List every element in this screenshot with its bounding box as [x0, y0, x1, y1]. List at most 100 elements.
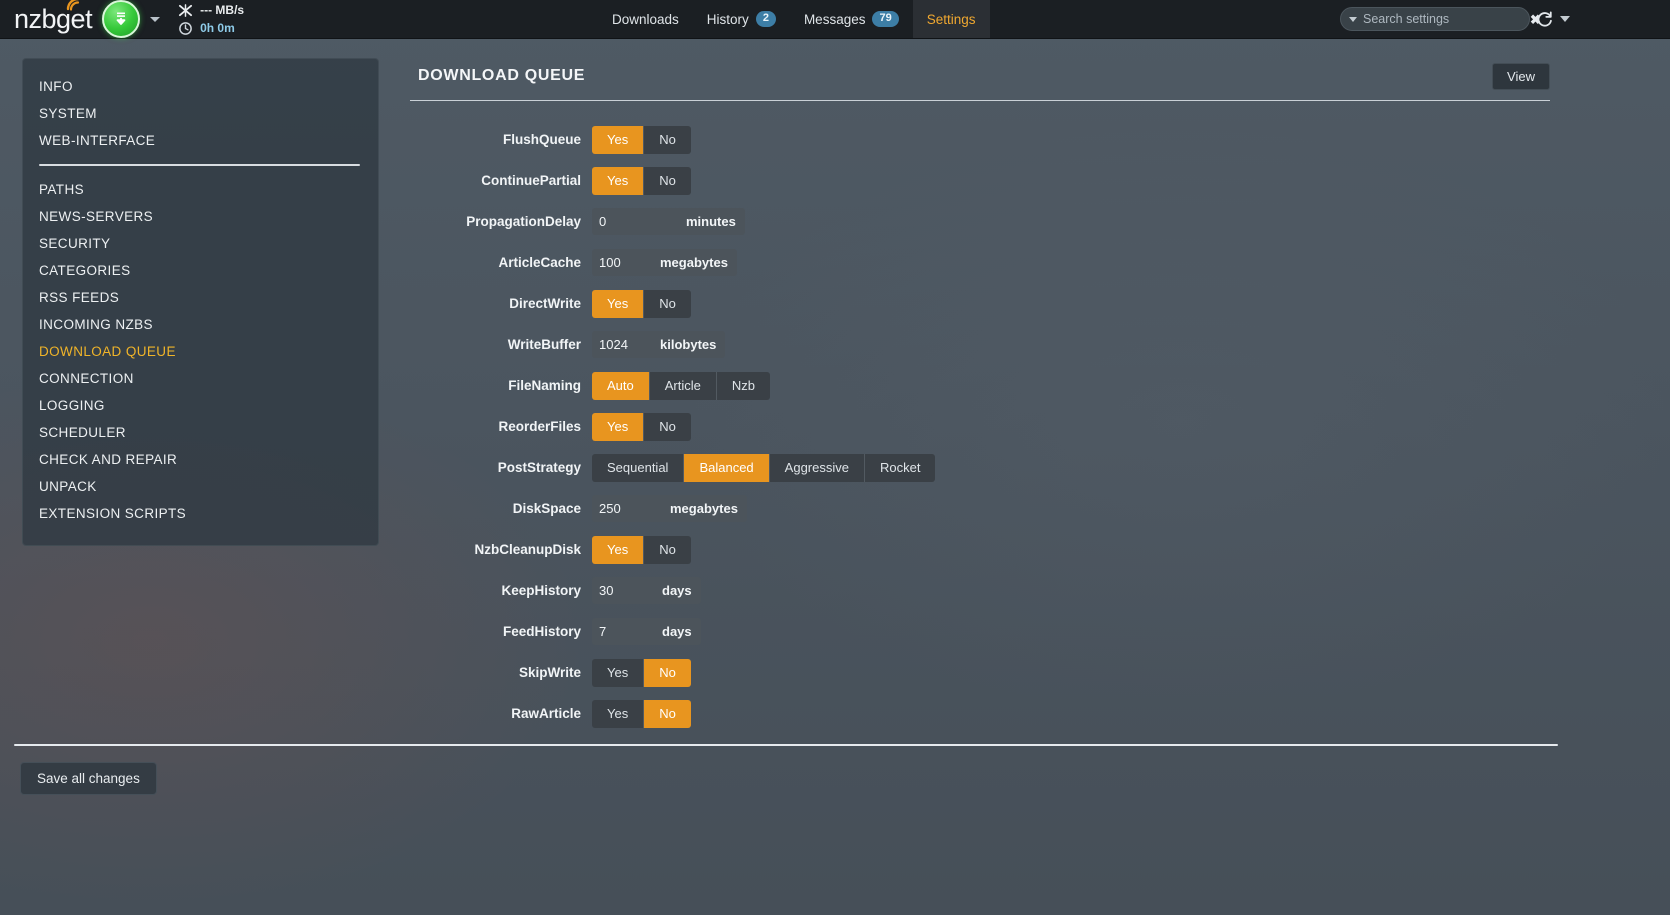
- skipwrite-option-yes[interactable]: Yes: [592, 658, 645, 687]
- search-input[interactable]: [1363, 12, 1524, 26]
- buttongroup-reorderfiles: Yes No: [592, 412, 691, 441]
- label-skipwrite: SkipWrite: [518, 665, 581, 680]
- brand-caret-down-icon[interactable]: [150, 16, 161, 22]
- flushqueue-option-yes[interactable]: Yes: [592, 125, 645, 154]
- poststrategy-option-rocket[interactable]: Rocket: [864, 453, 936, 482]
- label-continuepartial: ContinuePartial: [481, 173, 581, 188]
- filenaming-option-article[interactable]: Article: [649, 371, 717, 400]
- writebuffer-input[interactable]: [592, 337, 658, 352]
- label-directwrite: DirectWrite: [509, 296, 581, 311]
- plane-icon: [179, 3, 193, 17]
- field-propagationdelay[interactable]: minutes: [592, 208, 745, 235]
- sidebar-item-rss-feeds[interactable]: RSS FEEDS: [39, 290, 120, 305]
- setting-row-feedhistory: FeedHistory days: [410, 611, 1550, 652]
- label-filenaming: FileNaming: [508, 378, 581, 393]
- reorderfiles-option-no[interactable]: No: [644, 412, 691, 441]
- history-count-badge: 2: [755, 11, 776, 27]
- reorderfiles-option-yes[interactable]: Yes: [592, 412, 645, 441]
- setting-row-skipwrite: SkipWrite Yes No: [410, 652, 1550, 693]
- poststrategy-option-balanced[interactable]: Balanced: [684, 453, 770, 482]
- sidebar-item-extension-scripts[interactable]: EXTENSION SCRIPTS: [39, 506, 187, 521]
- diskspace-input[interactable]: [592, 501, 668, 516]
- label-propagationdelay: PropagationDelay: [466, 214, 581, 229]
- nav-item-history[interactable]: History 2: [693, 0, 790, 38]
- buttongroup-nzbcleanupdisk: Yes No: [592, 535, 691, 564]
- sidebar-item-web-interface[interactable]: WEB-INTERFACE: [39, 133, 156, 148]
- nav-item-settings[interactable]: Settings: [912, 0, 990, 38]
- buttongroup-poststrategy: Sequential Balanced Aggressive Rocket: [592, 453, 936, 482]
- sidebar-item-connection[interactable]: CONNECTION: [39, 371, 134, 386]
- sidebar-item-incoming-nzbs[interactable]: INCOMING NZBS: [39, 317, 153, 332]
- filenaming-option-nzb[interactable]: Nzb: [716, 371, 770, 400]
- feedhistory-input[interactable]: [592, 624, 660, 639]
- sidebar-item-logging[interactable]: LOGGING: [39, 398, 105, 413]
- field-feedhistory[interactable]: days: [592, 618, 701, 645]
- buttongroup-directwrite: Yes No: [592, 289, 691, 318]
- continuepartial-option-no[interactable]: No: [644, 166, 691, 195]
- label-poststrategy: PostStrategy: [497, 460, 581, 475]
- sidebar-item-categories[interactable]: CATEGORIES: [39, 263, 131, 278]
- skipwrite-option-no[interactable]: No: [644, 658, 691, 687]
- writebuffer-unit: kilobytes: [660, 337, 717, 352]
- setting-row-poststrategy: PostStrategy Sequential Balanced Aggress…: [410, 447, 1550, 488]
- poststrategy-option-aggressive[interactable]: Aggressive: [769, 453, 865, 482]
- propagationdelay-input[interactable]: [592, 214, 684, 229]
- clock-icon: [179, 21, 192, 35]
- brand-logo[interactable]: nzbget: [0, 0, 244, 38]
- sidebar-item-download-queue[interactable]: DOWNLOAD QUEUE: [39, 344, 176, 359]
- articlecache-input[interactable]: [592, 255, 658, 270]
- navbar-right-tools: ✖: [1340, 0, 1570, 38]
- speed-value: --- MB/s: [200, 3, 245, 17]
- search-caret-down-icon[interactable]: [1349, 16, 1357, 22]
- buttongroup-rawarticle: Yes No: [592, 699, 691, 728]
- field-writebuffer[interactable]: kilobytes: [592, 331, 726, 358]
- sidebar-item-check-and-repair[interactable]: CHECK AND REPAIR: [39, 452, 178, 467]
- directwrite-option-no[interactable]: No: [644, 289, 691, 318]
- sidebar-item-security[interactable]: SECURITY: [39, 236, 111, 251]
- sidebar-item-news-servers[interactable]: NEWS-SERVERS: [39, 209, 154, 224]
- sidebar-item-unpack[interactable]: UNPACK: [39, 479, 97, 494]
- label-nzbcleanupdisk: NzbCleanupDisk: [474, 542, 581, 557]
- page-title: DOWNLOAD QUEUE: [418, 67, 586, 84]
- setting-row-diskspace: DiskSpace megabytes: [410, 488, 1550, 529]
- view-button[interactable]: View: [1492, 63, 1550, 90]
- download-arrow-icon[interactable]: [102, 0, 141, 38]
- poststrategy-option-sequential[interactable]: Sequential: [592, 453, 685, 482]
- nav-item-downloads[interactable]: Downloads: [598, 0, 693, 38]
- rawarticle-option-yes[interactable]: Yes: [592, 699, 645, 728]
- brand-label: nzbget: [14, 3, 93, 34]
- rawarticle-option-no[interactable]: No: [644, 699, 691, 728]
- nzbcleanupdisk-option-yes[interactable]: Yes: [592, 535, 645, 564]
- field-diskspace[interactable]: megabytes: [592, 495, 747, 522]
- setting-row-continuepartial: ContinuePartial Yes No: [410, 160, 1550, 201]
- setting-row-keephistory: KeepHistory days: [410, 570, 1550, 611]
- messages-count-badge: 79: [872, 11, 899, 27]
- settings-panel: DOWNLOAD QUEUE View FlushQueue Yes No Co…: [410, 58, 1550, 734]
- setting-row-articlecache: ArticleCache megabytes: [410, 242, 1550, 283]
- label-articlecache: ArticleCache: [498, 255, 581, 270]
- continuepartial-option-yes[interactable]: Yes: [592, 166, 645, 195]
- search-settings-box[interactable]: ✖: [1340, 7, 1541, 31]
- sidebar-item-scheduler[interactable]: SCHEDULER: [39, 425, 126, 440]
- nav-item-messages[interactable]: Messages 79: [790, 0, 913, 38]
- field-articlecache[interactable]: megabytes: [592, 249, 737, 276]
- buttongroup-skipwrite: Yes No: [592, 658, 691, 687]
- save-all-changes-button[interactable]: Save all changes: [20, 762, 157, 795]
- search-clear-close-icon[interactable]: ✖: [1530, 11, 1541, 27]
- directwrite-option-yes[interactable]: Yes: [592, 289, 645, 318]
- refresh-icon[interactable]: [1536, 10, 1554, 28]
- sidebar-item-system[interactable]: SYSTEM: [39, 106, 97, 121]
- diskspace-unit: megabytes: [670, 501, 738, 516]
- navbar-overflow-caret-down-icon[interactable]: [1560, 16, 1570, 22]
- label-flushqueue: FlushQueue: [502, 132, 581, 147]
- flushqueue-option-no[interactable]: No: [644, 125, 691, 154]
- sidebar-item-paths[interactable]: PATHS: [39, 182, 85, 197]
- nav-label-settings: Settings: [926, 11, 976, 27]
- nzbcleanupdisk-option-no[interactable]: No: [644, 535, 691, 564]
- filenaming-option-auto[interactable]: Auto: [592, 371, 650, 400]
- setting-row-rawarticle: RawArticle Yes No: [410, 693, 1550, 734]
- sidebar-item-info[interactable]: INFO: [39, 79, 73, 94]
- keephistory-input[interactable]: [592, 583, 660, 598]
- field-keephistory[interactable]: days: [592, 577, 701, 604]
- status-stats: --- MB/s 0h 0m: [178, 2, 244, 36]
